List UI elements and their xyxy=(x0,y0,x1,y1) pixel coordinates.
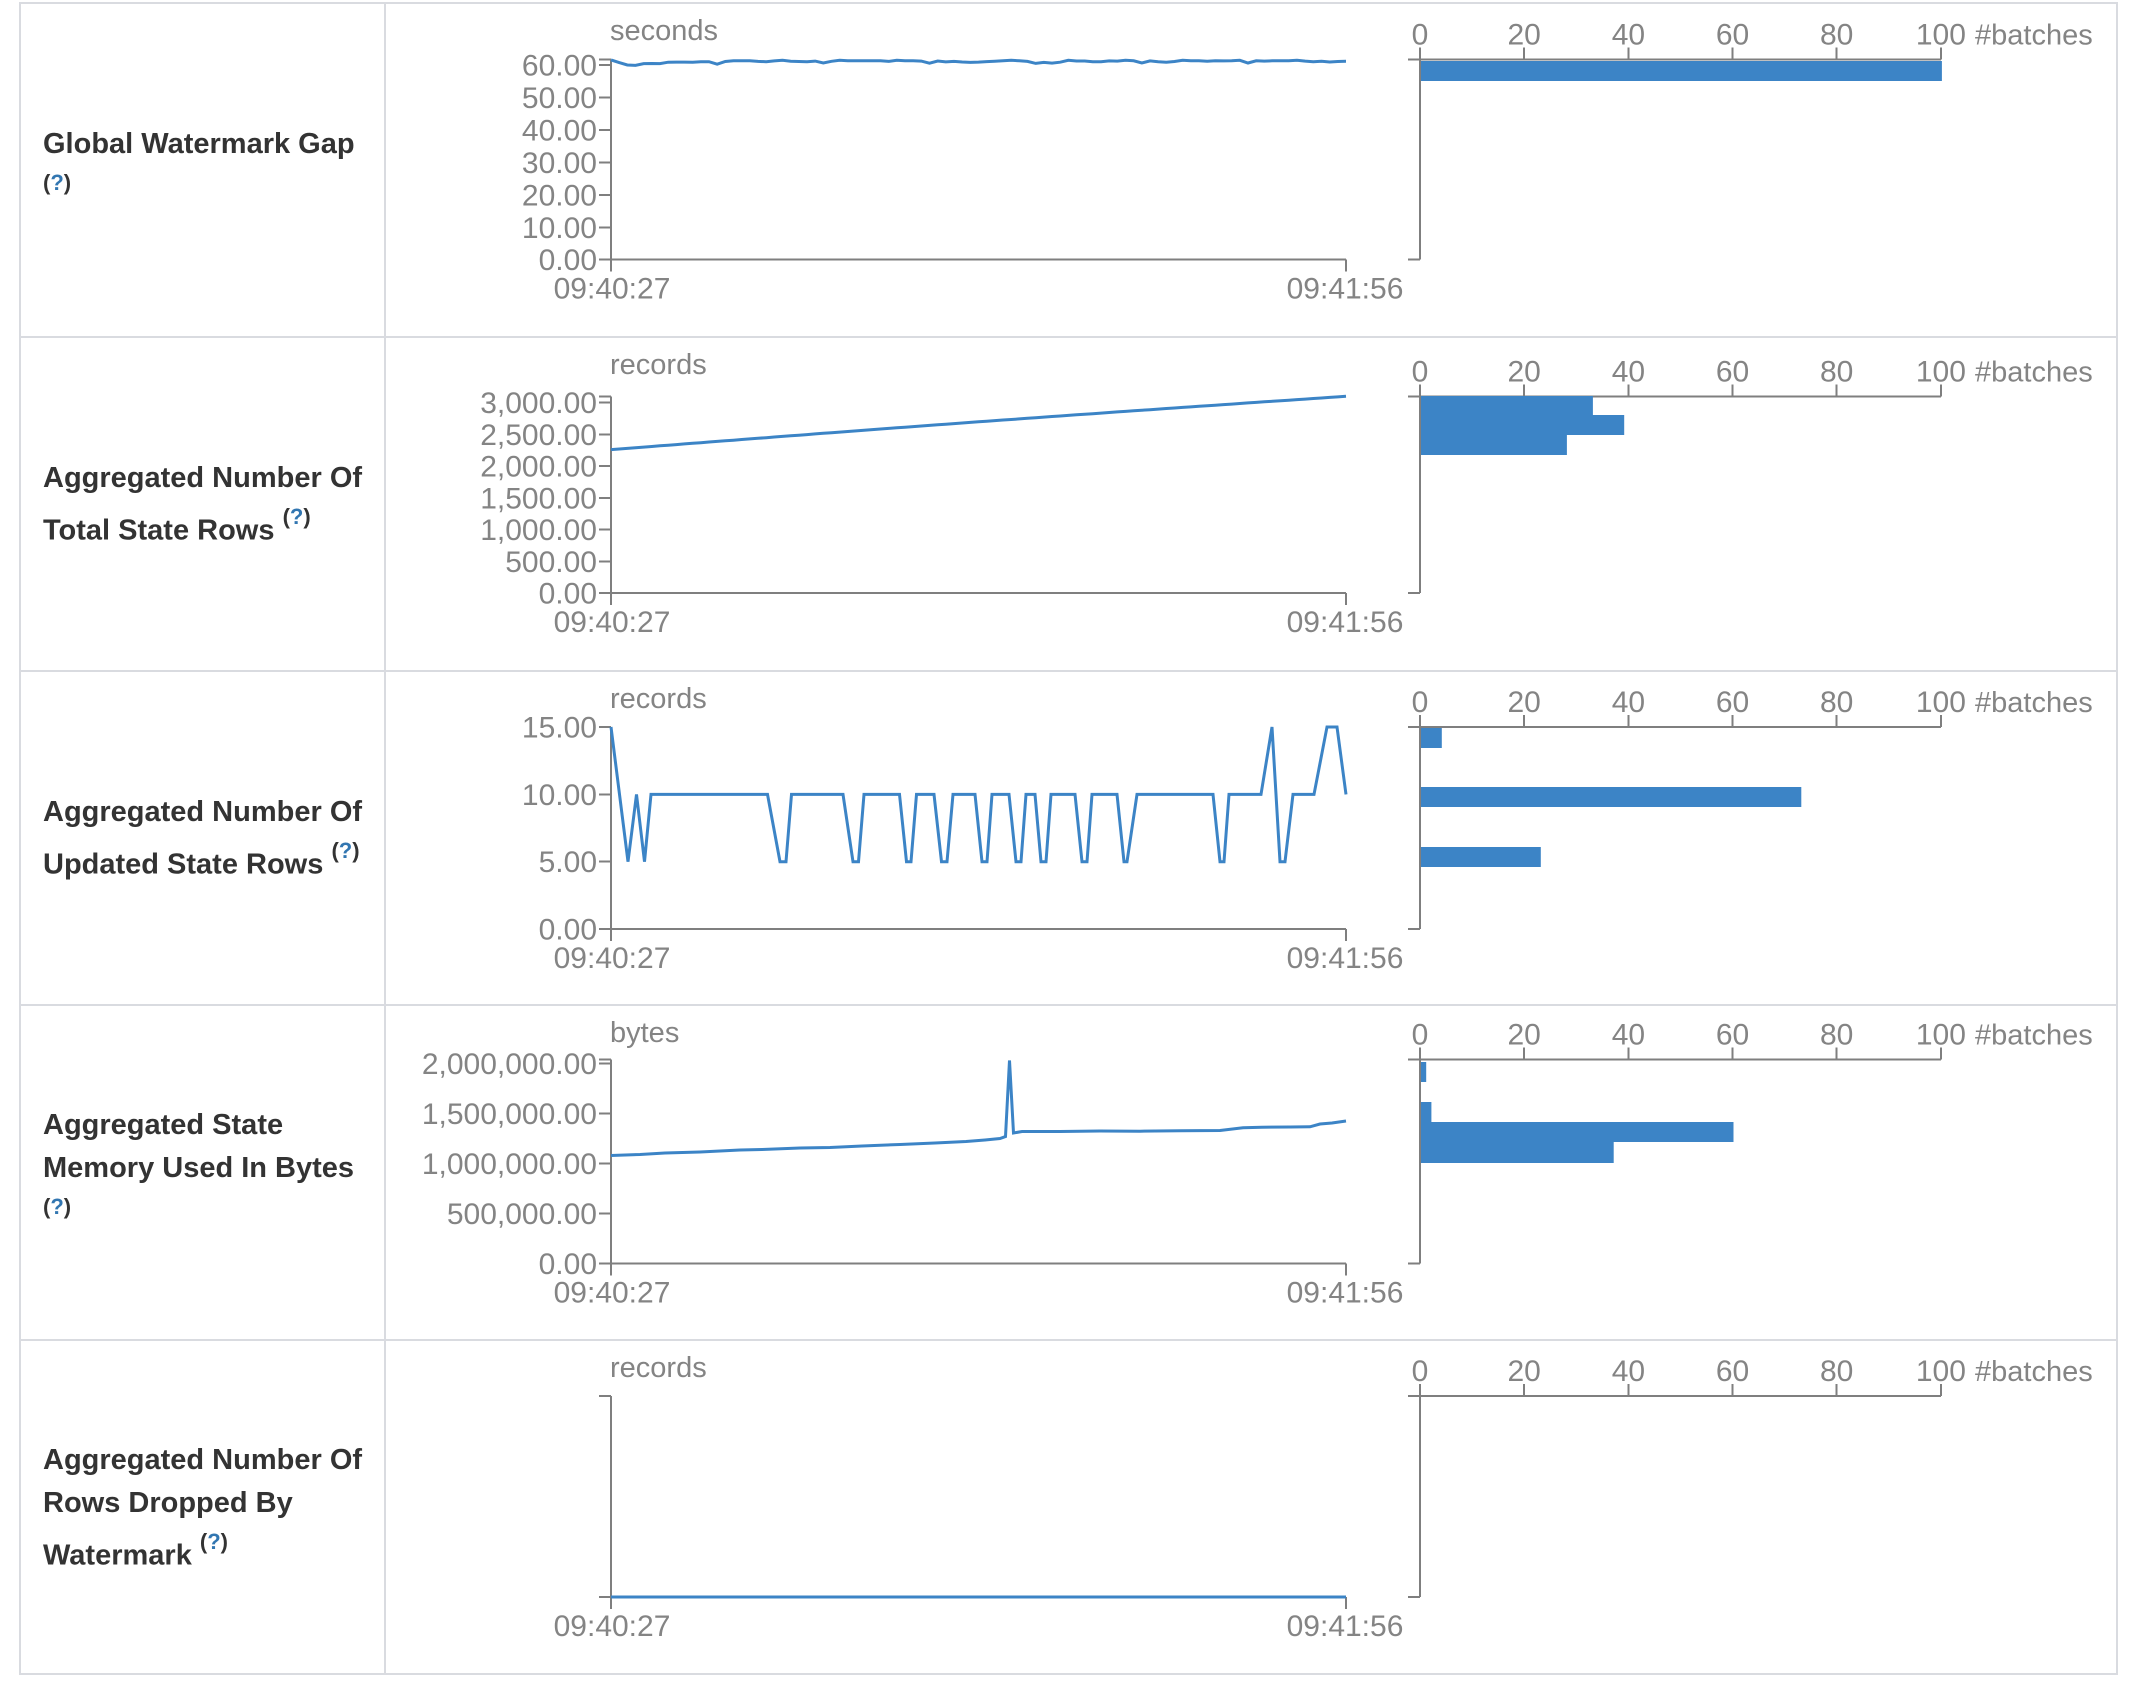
svg-text:09:40:27: 09:40:27 xyxy=(554,606,671,639)
svg-text:0: 0 xyxy=(1412,355,1429,388)
svg-text:40: 40 xyxy=(1612,355,1645,388)
svg-text:15.00: 15.00 xyxy=(522,712,597,745)
svg-text:#batches: #batches xyxy=(1975,356,2093,388)
svg-text:records: records xyxy=(610,683,707,715)
svg-text:20.00: 20.00 xyxy=(522,179,597,212)
svg-text:60.00: 60.00 xyxy=(522,50,597,83)
svg-text:60: 60 xyxy=(1716,355,1749,388)
svg-text:records: records xyxy=(610,1352,707,1384)
svg-text:60: 60 xyxy=(1716,1355,1749,1388)
svg-text:0.00: 0.00 xyxy=(539,578,597,611)
svg-text:0: 0 xyxy=(1412,686,1429,719)
svg-text:#batches: #batches xyxy=(1975,1356,2093,1388)
svg-text:0: 0 xyxy=(1412,19,1429,52)
svg-text:20: 20 xyxy=(1508,1019,1541,1052)
svg-text:100: 100 xyxy=(1916,1019,1966,1052)
svg-text:2,000.00: 2,000.00 xyxy=(480,451,597,484)
svg-text:bytes: bytes xyxy=(610,1017,679,1049)
svg-text:0.00: 0.00 xyxy=(539,1248,597,1281)
svg-text:80: 80 xyxy=(1820,355,1853,388)
svg-text:60: 60 xyxy=(1716,19,1749,52)
svg-text:#batches: #batches xyxy=(1975,1020,2093,1052)
svg-text:80: 80 xyxy=(1820,19,1853,52)
svg-text:2,500.00: 2,500.00 xyxy=(480,419,597,452)
svg-text:40: 40 xyxy=(1612,19,1645,52)
svg-text:2,000,000.00: 2,000,000.00 xyxy=(422,1048,597,1081)
svg-text:40: 40 xyxy=(1612,686,1645,719)
svg-text:0: 0 xyxy=(1412,1019,1429,1052)
svg-text:500.00: 500.00 xyxy=(505,546,597,579)
svg-text:10.00: 10.00 xyxy=(522,779,597,812)
svg-text:records: records xyxy=(610,349,707,381)
svg-text:20: 20 xyxy=(1508,355,1541,388)
svg-text:50.00: 50.00 xyxy=(522,82,597,115)
svg-text:09:40:27: 09:40:27 xyxy=(554,1277,671,1310)
svg-text:0: 0 xyxy=(1412,1355,1429,1388)
svg-text:40.00: 40.00 xyxy=(522,115,597,148)
svg-text:1,000,000.00: 1,000,000.00 xyxy=(422,1148,597,1181)
svg-text:500,000.00: 500,000.00 xyxy=(447,1198,597,1231)
svg-text:100: 100 xyxy=(1916,355,1966,388)
svg-text:#batches: #batches xyxy=(1975,687,2093,719)
svg-text:30.00: 30.00 xyxy=(522,147,597,180)
svg-text:09:41:56: 09:41:56 xyxy=(1287,942,1404,975)
svg-text:09:41:56: 09:41:56 xyxy=(1287,606,1404,639)
svg-text:09:41:56: 09:41:56 xyxy=(1287,1277,1404,1310)
svg-text:100: 100 xyxy=(1916,686,1966,719)
svg-text:10.00: 10.00 xyxy=(522,212,597,245)
svg-text:0.00: 0.00 xyxy=(539,244,597,277)
svg-text:20: 20 xyxy=(1508,686,1541,719)
svg-text:80: 80 xyxy=(1820,686,1853,719)
svg-text:09:40:27: 09:40:27 xyxy=(554,1610,671,1643)
svg-text:100: 100 xyxy=(1916,19,1966,52)
svg-text:40: 40 xyxy=(1612,1019,1645,1052)
svg-text:09:41:56: 09:41:56 xyxy=(1287,1610,1404,1643)
svg-text:20: 20 xyxy=(1508,1355,1541,1388)
svg-text:80: 80 xyxy=(1820,1019,1853,1052)
svg-text:09:41:56: 09:41:56 xyxy=(1287,273,1404,306)
svg-text:1,500,000.00: 1,500,000.00 xyxy=(422,1098,597,1131)
svg-text:20: 20 xyxy=(1508,19,1541,52)
svg-text:100: 100 xyxy=(1916,1355,1966,1388)
svg-text:#batches: #batches xyxy=(1975,20,2093,52)
svg-text:1,500.00: 1,500.00 xyxy=(480,482,597,515)
svg-text:seconds: seconds xyxy=(610,15,718,47)
svg-text:09:40:27: 09:40:27 xyxy=(554,273,671,306)
svg-text:5.00: 5.00 xyxy=(539,846,597,879)
svg-text:60: 60 xyxy=(1716,686,1749,719)
svg-text:09:40:27: 09:40:27 xyxy=(554,942,671,975)
svg-text:1,000.00: 1,000.00 xyxy=(480,514,597,547)
svg-text:3,000.00: 3,000.00 xyxy=(480,387,597,420)
svg-text:0.00: 0.00 xyxy=(539,914,597,947)
svg-text:40: 40 xyxy=(1612,1355,1645,1388)
svg-text:60: 60 xyxy=(1716,1019,1749,1052)
svg-text:80: 80 xyxy=(1820,1355,1853,1388)
